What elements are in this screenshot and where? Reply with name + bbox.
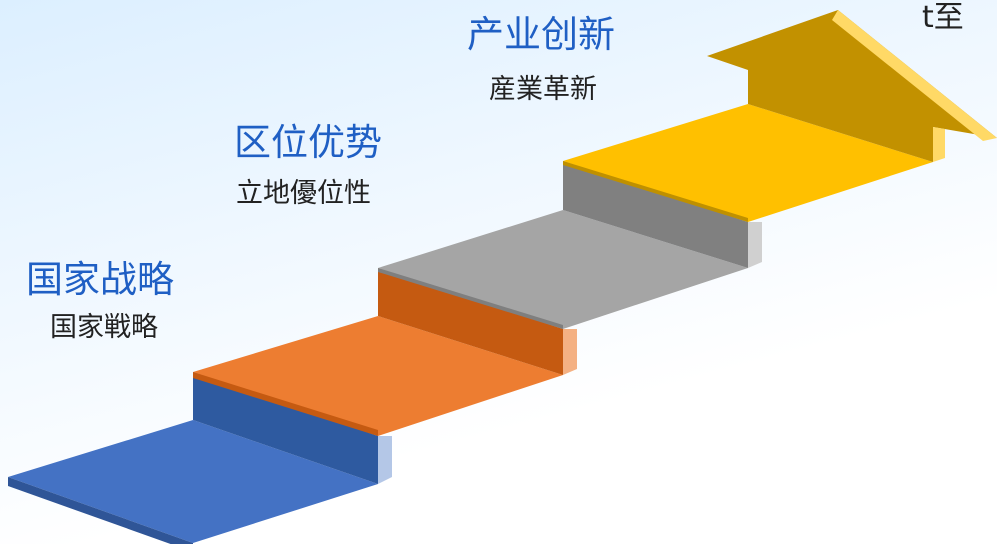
step-1-title: 国家战略 — [26, 258, 174, 301]
step-3-gray — [378, 161, 762, 329]
step-3-title: 产业创新 — [467, 13, 615, 56]
step-2-title: 区位优势 — [234, 121, 382, 164]
step-4-gold-arrow — [563, 10, 997, 222]
corner-text-fragment: t至 — [922, 0, 964, 35]
step-1-blue — [8, 372, 392, 544]
step-2-subtitle: 立地優位性 — [236, 178, 371, 209]
step-2-orange — [193, 268, 577, 436]
step-3-subtitle: 産業革新 — [489, 74, 597, 105]
step-1-subtitle: 国家戦略 — [50, 312, 158, 343]
